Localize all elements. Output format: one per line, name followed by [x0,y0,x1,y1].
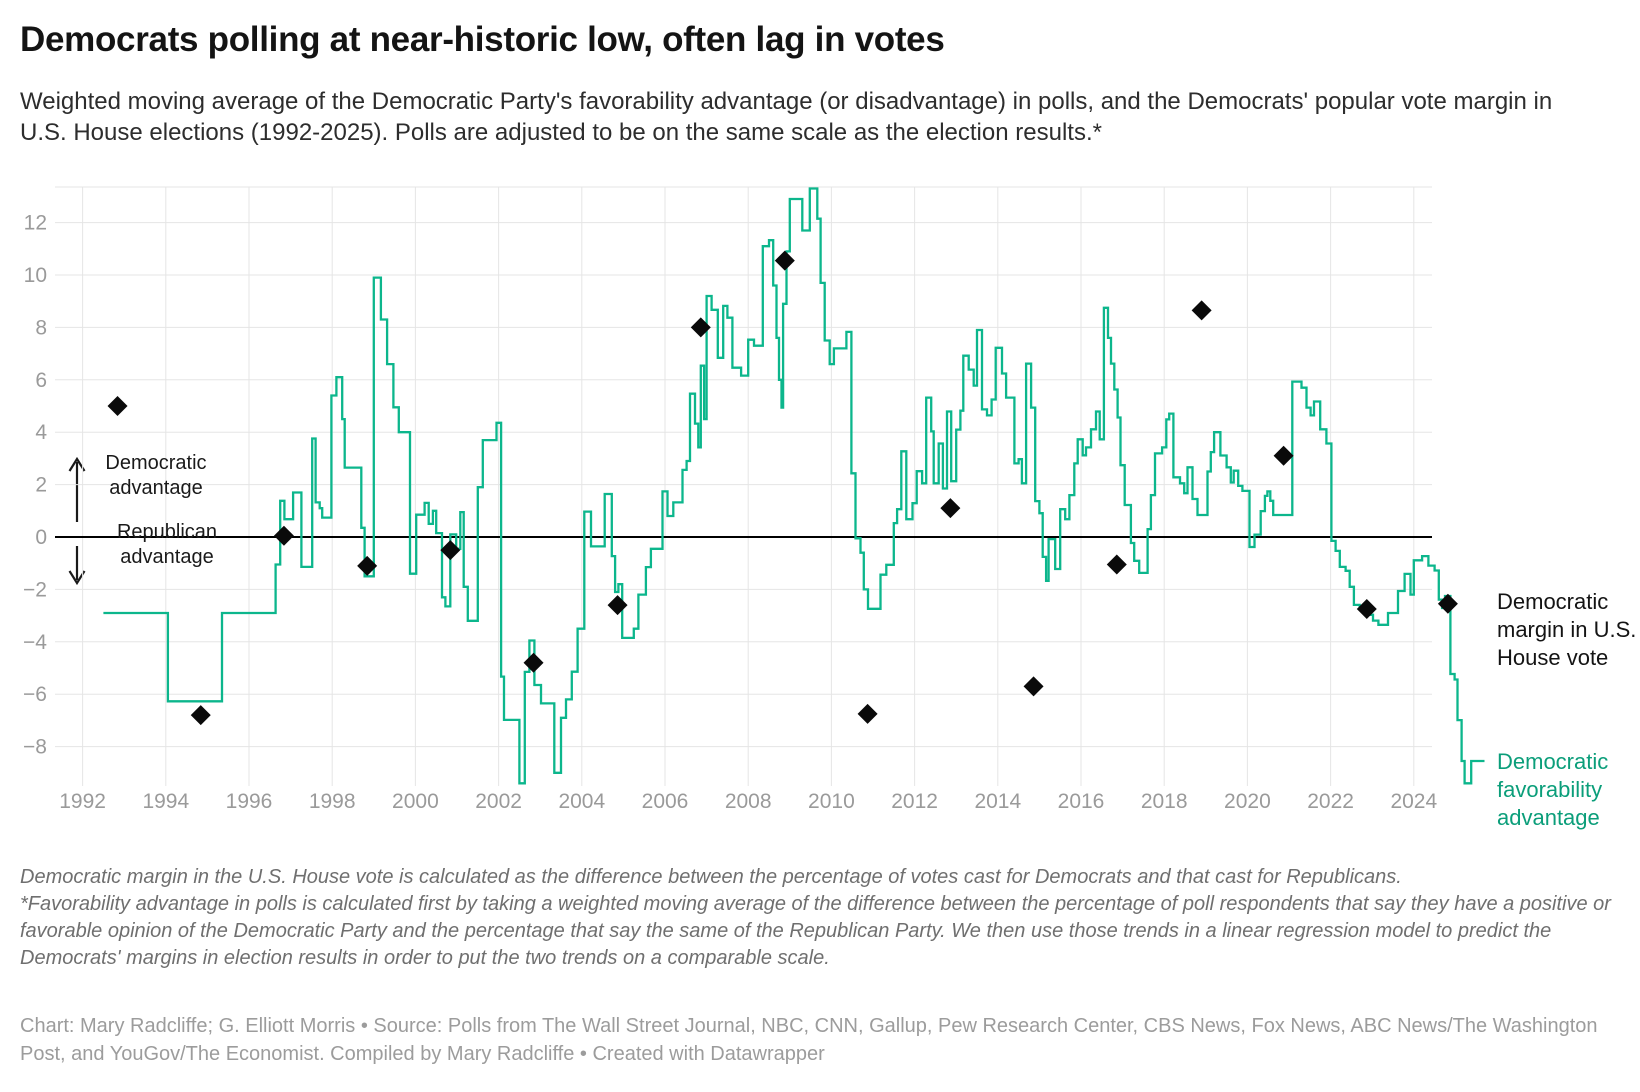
x-tick-label: 1998 [309,790,356,813]
house-margin-diamond [273,525,294,546]
favorability-footnote: *Favorability advantage in polls is calc… [20,893,1611,969]
house-margin-diamond [523,652,544,673]
x-tick-label: 2000 [392,790,439,813]
x-tick-label: 2016 [1058,790,1105,813]
x-tick-label: 2024 [1390,790,1437,813]
favorability-line [103,187,1485,785]
house-margin-diamond [107,396,128,416]
house-margin-diamond [1273,445,1294,466]
y-tick-label: −2 [23,578,47,601]
house-margin-diamond [774,250,795,271]
house-margin-diamond [440,540,461,561]
margin-footnote: Democratic margin in the U.S. House vote… [20,866,1402,888]
y-tick-label: −4 [23,631,47,654]
y-tick-label: 6 [35,369,47,392]
house-margin-diamond [357,555,378,576]
house-margin-diamond [857,703,878,724]
x-tick-label: 1994 [142,790,189,813]
y-tick-label: −8 [23,736,47,759]
house-margin-diamond [190,705,211,726]
house-margin-diamond [1106,554,1127,575]
x-tick-label: 2002 [475,790,522,813]
republican-advantage-arrow-icon [68,546,86,586]
x-tick-label: 2014 [974,790,1021,813]
x-tick-label: 2008 [725,790,772,813]
y-tick-label: −6 [23,683,47,706]
credit-line: Chart: Mary Radcliffe; G. Elliott Morris… [20,1015,1598,1065]
y-tick-label: 10 [24,264,47,287]
y-tick-label: 8 [35,316,47,339]
republican-advantage-annotation: Republican advantage [116,521,218,568]
x-tick-label: 2012 [891,790,938,813]
y-tick-label: 12 [24,212,47,235]
chart-svg: 1992 1994 1996 1998 2000 2002 2004 2006 2008 2010… [23,186,1485,813]
x-tick-label: 1996 [226,790,273,813]
favorability-series-label: Democratic favorability advantage [1497,749,1609,830]
x-tick-label: 2010 [808,790,855,813]
house-margin-diamond [1356,599,1377,620]
house-margin-diamond [1437,593,1458,614]
y-tick-label: 0 [35,526,47,549]
democratic-advantage-arrow-icon [68,456,86,522]
house-margin-diamond [607,595,628,616]
x-tick-label: 2020 [1224,790,1271,813]
y-tick-label: 2 [35,474,47,497]
x-tick-label: 1992 [59,790,106,813]
y-tick-label: 4 [35,421,47,444]
x-tick-label: 2018 [1141,790,1188,813]
democratic-advantage-annotation: Democratic advantage [105,452,207,499]
x-tick-label: 2022 [1307,790,1354,813]
x-tick-label: 2004 [558,790,605,813]
chart-subtitle: Weighted moving average of the Democrati… [20,88,1553,146]
house-margin-diamond [1023,676,1044,697]
house-margin-diamond [940,498,961,519]
house-margin-diamond [690,317,711,338]
page-title: Democrats polling at near-historic low, … [20,20,945,59]
house-margin-series-label: Democratic margin in U.S. House vote [1497,589,1637,670]
x-tick-label: 2006 [642,790,689,813]
house-margin-diamond [1191,300,1212,321]
footnotes: Democratic margin in the U.S. House vote… [20,864,1620,972]
